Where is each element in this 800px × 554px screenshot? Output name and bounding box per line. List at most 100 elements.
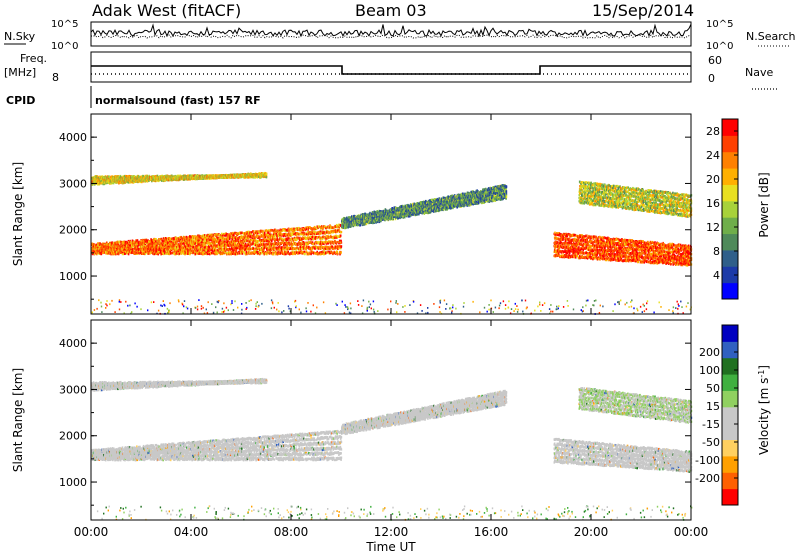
scatter-cell — [271, 239, 273, 242]
scatter-cell — [303, 250, 306, 253]
scatter-cell — [206, 252, 209, 256]
scatter-cell — [114, 241, 116, 244]
scatter-cell — [274, 250, 277, 253]
noise-tick-left-low: 10^0 — [51, 41, 78, 52]
freq-trace — [91, 65, 691, 75]
scatter-cell — [164, 252, 166, 255]
scatter-cell — [221, 232, 223, 235]
scatter-cell — [178, 252, 181, 255]
scatter-cell — [295, 233, 298, 236]
scatter-cell — [287, 251, 289, 254]
scatter-cell — [310, 227, 313, 230]
scatter-cell — [251, 252, 253, 255]
scatter-cell — [202, 253, 205, 256]
scatter-cell — [288, 247, 291, 251]
scatter-cell — [278, 235, 281, 238]
scatter-cell — [155, 238, 157, 241]
scatter-cell — [147, 250, 150, 254]
scatter-cell — [212, 250, 214, 253]
scatter-cell — [316, 232, 318, 235]
scatter-cell — [241, 252, 244, 255]
scatter-cell — [244, 242, 247, 245]
scatter-cell — [252, 242, 254, 245]
scatter-cell — [198, 250, 201, 253]
scatter-cell — [113, 252, 116, 255]
scatter-cell — [281, 233, 284, 236]
scatter-cell — [280, 234, 282, 237]
scatter-cell — [298, 248, 301, 251]
scatter-cell — [178, 249, 181, 252]
scatter-cell — [184, 253, 186, 256]
scatter-cell — [305, 241, 307, 244]
scatter-cell — [189, 247, 192, 250]
scatter-cell — [298, 238, 301, 242]
scatter-cell — [229, 234, 231, 237]
scatter-cell — [241, 248, 244, 251]
scatter-cell — [104, 248, 107, 251]
scatter-cell — [151, 239, 153, 242]
scatter-cell — [225, 245, 227, 248]
scatter-cell — [234, 241, 237, 244]
scatter-cell — [238, 243, 241, 246]
scatter-cell — [297, 228, 299, 232]
scatter-cell — [307, 226, 309, 229]
scatter-cell — [119, 240, 122, 243]
scatter-cell — [203, 234, 206, 237]
scatter-cell — [154, 250, 157, 253]
scatter-cell — [307, 236, 309, 239]
scatter-cell — [228, 233, 231, 236]
scatter-cell — [189, 235, 191, 238]
scatter-cell — [312, 232, 315, 235]
scatter-cell — [210, 245, 212, 248]
scatter-cell — [226, 233, 228, 236]
scatter-cell — [268, 229, 271, 232]
scatter-cell — [183, 243, 186, 246]
scatter-cell — [243, 243, 246, 247]
scatter-cell — [314, 247, 316, 250]
scatter-cell — [253, 249, 256, 252]
scatter-cell — [308, 232, 311, 235]
scatter-cell — [231, 251, 233, 254]
scatter-cell — [106, 251, 108, 254]
scatter-cell — [115, 241, 118, 244]
scatter-cell — [98, 248, 100, 251]
scatter-cell — [163, 245, 165, 249]
scatter-cell — [168, 247, 171, 250]
scatter-cell — [273, 251, 275, 254]
scatter-cell — [260, 248, 262, 252]
scatter-cell — [153, 240, 155, 243]
scatter-cell — [166, 247, 168, 250]
scatter-cell — [157, 253, 159, 256]
scatter-cell — [335, 242, 338, 245]
scatter-cell — [202, 244, 205, 248]
scatter-cell — [91, 248, 94, 251]
scatter-cell — [144, 238, 147, 242]
scatter-cell — [167, 247, 169, 250]
scatter-cell — [95, 243, 98, 246]
scatter-cell — [199, 234, 202, 238]
scatter-cell — [230, 236, 233, 239]
scatter-cell — [268, 240, 271, 243]
freq-tick: 8 — [52, 71, 59, 84]
scatter-cell — [274, 241, 276, 245]
nave-label: Nave — [745, 66, 773, 79]
scatter-cell — [196, 246, 198, 249]
scatter-cell — [307, 230, 309, 234]
scatter-cell — [271, 253, 274, 256]
scatter-cell — [302, 241, 305, 244]
scatter-cell — [283, 228, 286, 231]
scatter-cell — [278, 233, 281, 237]
scatter-cell — [166, 243, 169, 247]
scatter-cell — [305, 228, 308, 231]
scatter-cell — [241, 231, 243, 234]
scatter-cell — [236, 236, 238, 239]
scatter-cell — [313, 225, 316, 229]
scatter-cell — [251, 231, 253, 234]
nsky-label: N.Sky — [4, 30, 36, 43]
scatter-cell — [131, 239, 134, 242]
scatter-cell — [299, 241, 302, 245]
scatter-cell — [129, 244, 132, 247]
scatter-cell — [281, 246, 283, 249]
